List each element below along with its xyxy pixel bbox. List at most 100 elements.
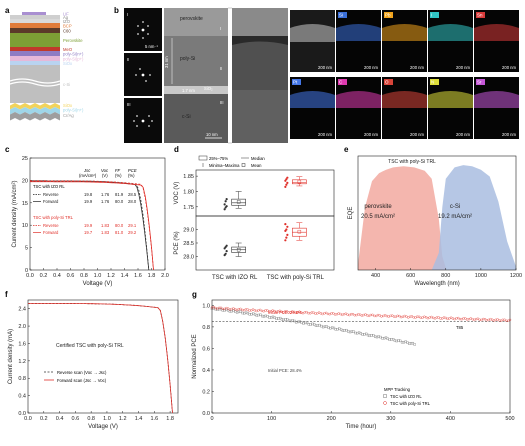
mpp-point-polysi bbox=[264, 309, 267, 312]
eds-element-maps: Si 200 nm Pb 200 nm I 200 nm Sn 200 nm Pt 200 nm C… bbox=[290, 10, 519, 139]
eqe-label-csi: c-Si bbox=[450, 204, 460, 210]
fft-spot bbox=[147, 25, 149, 27]
mpp-point-izo bbox=[330, 326, 334, 329]
mpp-legend-swatch-2 bbox=[383, 401, 387, 405]
mpp-point-izo bbox=[329, 327, 332, 330]
layer-12 bbox=[10, 107, 60, 115]
fft-center-spot bbox=[141, 28, 145, 32]
eds-map-scale: 200 nm bbox=[502, 132, 516, 137]
fft-spot bbox=[135, 74, 137, 76]
eqe-xtick-label: 1200 bbox=[510, 273, 522, 279]
mpp-point-polysi bbox=[278, 309, 281, 313]
jv-xtick-label: 1.6 bbox=[134, 273, 142, 279]
mpp-point-izo bbox=[246, 311, 250, 315]
mpp-point-izo bbox=[309, 323, 312, 326]
mpp-point-polysi bbox=[262, 310, 265, 313]
mpp-ytick-label: 1.0 bbox=[202, 303, 210, 309]
eds-map-band bbox=[474, 91, 519, 108]
eds-map-band bbox=[336, 24, 381, 41]
fft-spot bbox=[148, 115, 150, 117]
panel-a-letter: a bbox=[5, 6, 10, 15]
jv-xtick-label: 2.0 bbox=[161, 273, 169, 279]
box-legend: 25%–75% Median Minima–Maxima Mean bbox=[198, 155, 265, 168]
mpp-point-izo bbox=[257, 313, 260, 317]
mpp-point-izo bbox=[250, 313, 253, 316]
table-header-ff: FF bbox=[115, 168, 121, 173]
cert-xtick-label: 0.0 bbox=[24, 416, 32, 422]
table-unit-ff: (%) bbox=[115, 173, 122, 178]
cert-ytick-label: 0.8 bbox=[18, 376, 26, 382]
mpp-point-polysi bbox=[416, 315, 419, 318]
layer-4 bbox=[10, 28, 60, 33]
mpp-ylabel: Normalized PCE bbox=[192, 334, 198, 378]
mpp-point-polysi bbox=[378, 314, 381, 317]
mpp-point-izo bbox=[237, 310, 241, 314]
mpp-point-izo bbox=[409, 342, 413, 345]
layer-8 bbox=[10, 56, 60, 61]
mpp-point-izo bbox=[347, 330, 350, 333]
table-cell: 28.5 bbox=[128, 192, 137, 197]
jv-ytick-label: 10 bbox=[22, 223, 28, 229]
eds-map-tag bbox=[430, 12, 439, 18]
mpp-point-izo bbox=[221, 309, 224, 312]
fft-scale-label-1: 5 nm⁻¹ bbox=[145, 44, 159, 49]
mpp-point-polysi bbox=[353, 314, 356, 317]
legend-range-label: Minima–Maxima bbox=[209, 163, 240, 168]
mpp-point-polysi bbox=[398, 314, 401, 318]
mpp-xtick-label: 300 bbox=[386, 416, 395, 422]
pce-frame bbox=[195, 215, 335, 271]
mpp-point-izo bbox=[234, 310, 237, 313]
table-cell: 29.1 bbox=[128, 223, 137, 228]
mpp-point-polysi bbox=[485, 319, 488, 322]
eds-map-scale: 200 nm bbox=[456, 132, 470, 137]
mpp-point-izo bbox=[266, 315, 269, 318]
mpp-point-polysi bbox=[458, 317, 462, 321]
cert-xtick-label: 0.6 bbox=[72, 416, 80, 422]
layer-label-2: IZO bbox=[63, 19, 71, 24]
pce-point bbox=[225, 250, 228, 253]
mpp-point-izo bbox=[210, 307, 214, 310]
cert-xtick-label: 0.8 bbox=[87, 416, 95, 422]
panel-c: c 0.0 0.2 0.4 0.6 0.8 1.0 1.2 1.4 1.6 1.8 2.0 0 5 10 1… bbox=[5, 145, 169, 287]
mpp-xtick-label: 400 bbox=[446, 416, 455, 422]
layer-label-3: BCP bbox=[63, 23, 72, 28]
eqe-xtick-label: 400 bbox=[371, 273, 380, 279]
mpp-point-polysi bbox=[226, 307, 230, 310]
mpp-point-izo bbox=[393, 339, 397, 342]
tem-thickness-label-2: 1.7 nm bbox=[182, 88, 195, 93]
mpp-point-izo bbox=[350, 330, 354, 333]
mpp-point-izo bbox=[239, 310, 242, 313]
voc-point bbox=[286, 176, 289, 179]
eds-overview-scale: 200 nm bbox=[318, 65, 332, 70]
eds-map-scale: 200 nm bbox=[502, 65, 516, 70]
mpp-point-polysi bbox=[441, 317, 444, 320]
jv-xtick-label: 0.0 bbox=[26, 273, 34, 279]
mpp-point-polysi bbox=[437, 316, 440, 319]
mpp-point-polysi bbox=[394, 315, 397, 318]
mpp-point-polysi bbox=[496, 318, 499, 321]
table-cell: 28.0 bbox=[128, 199, 137, 204]
mpp-point-polysi bbox=[283, 310, 287, 313]
eqe-area-perovskite bbox=[358, 166, 446, 270]
mpp-point-polysi bbox=[414, 316, 417, 319]
cert-xtick-label: 0.4 bbox=[56, 416, 64, 422]
box-category-1: TSC with IZO RL bbox=[212, 275, 258, 281]
mpp-point-polysi bbox=[259, 308, 262, 312]
mpp-point-izo bbox=[219, 307, 223, 311]
eds-map-element: N bbox=[431, 80, 434, 85]
mpp-point-izo bbox=[275, 317, 278, 320]
fft-spot bbox=[142, 37, 144, 39]
fft-spot bbox=[148, 125, 150, 127]
eds-map-band bbox=[474, 24, 519, 41]
mpp-point-izo bbox=[408, 342, 411, 345]
mpp-point-izo bbox=[361, 333, 364, 336]
jv-ytick-label: 0 bbox=[25, 268, 28, 274]
eqe-area-c-Si bbox=[431, 165, 516, 270]
cert-ytick-label: 2.0 bbox=[18, 324, 26, 330]
fft-spot bbox=[147, 33, 149, 35]
eds-map-element: I bbox=[431, 13, 432, 18]
mpp-point-izo bbox=[284, 318, 287, 321]
layer-label-9: SiOx bbox=[63, 61, 73, 66]
mpp-legend-title: MPP Tracking bbox=[384, 387, 411, 392]
